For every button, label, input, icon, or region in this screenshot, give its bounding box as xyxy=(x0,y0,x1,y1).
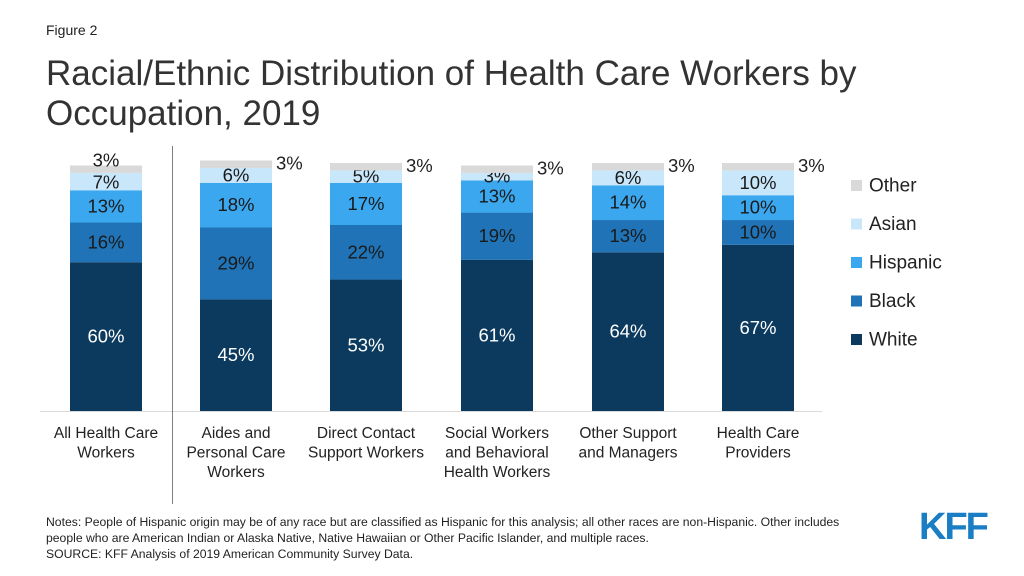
data-label-white: 45% xyxy=(217,344,254,365)
bar-segment-asian xyxy=(70,172,142,191)
legend-swatch-white xyxy=(851,334,862,345)
data-label-other: 3% xyxy=(798,155,825,176)
data-label-black: 10% xyxy=(739,221,776,242)
data-label-hispanic: 13% xyxy=(478,185,515,206)
bar-segment-other xyxy=(722,163,794,171)
bar-segment-other xyxy=(461,165,533,173)
legend-swatch-hispanic xyxy=(851,257,862,268)
x-tick-label: Workers xyxy=(207,464,265,481)
kff-logo: KFF xyxy=(919,506,990,546)
data-label-hispanic: 14% xyxy=(609,192,646,213)
bar-segment-asian xyxy=(330,170,402,183)
legend-swatch-black xyxy=(851,295,862,307)
data-label-other: 3% xyxy=(93,149,120,170)
bar-segment-white xyxy=(461,259,533,411)
legend-label-other: Other xyxy=(869,176,917,197)
notes-block: Notes: People of Hispanic origin may be … xyxy=(46,514,906,562)
x-tick-label: Other Support xyxy=(579,425,677,442)
x-tick-label: Support Workers xyxy=(308,445,424,462)
bar-segment-black xyxy=(70,222,142,263)
bar-segment-other xyxy=(330,163,402,171)
bar-segment-black xyxy=(200,227,272,300)
bar-segment-asian xyxy=(200,167,272,183)
legend-swatch-asian xyxy=(851,218,862,230)
legend-label-white: White xyxy=(869,330,918,351)
x-tick-label: Providers xyxy=(725,445,791,462)
figure-label: Figure 2 xyxy=(46,22,98,38)
source-note: SOURCE: KFF Analysis of 2019 American Co… xyxy=(46,547,414,561)
notes-line-1: Notes: People of Hispanic origin may be … xyxy=(46,515,840,529)
data-label-hispanic: 13% xyxy=(87,195,124,216)
data-label-white: 67% xyxy=(739,317,776,338)
data-label-black: 16% xyxy=(87,231,124,252)
data-label-white: 60% xyxy=(87,326,124,347)
bar-segment-hispanic xyxy=(461,180,533,213)
legend-label-asian: Asian xyxy=(869,214,917,235)
chart-title: Racial/Ethnic Distribution of Health Car… xyxy=(46,54,857,133)
legend-label-hispanic: Hispanic xyxy=(869,253,942,274)
data-label-white: 64% xyxy=(609,321,646,342)
data-label-black: 19% xyxy=(478,225,515,246)
bar-segment-hispanic xyxy=(330,182,402,225)
data-label-black: 29% xyxy=(217,252,254,273)
bar-segment-hispanic xyxy=(200,182,272,228)
legend-swatch-other xyxy=(851,180,862,191)
x-tick-label: and Behavioral xyxy=(445,445,548,462)
legend-label-black: Black xyxy=(869,291,916,312)
bar-segment-hispanic xyxy=(70,190,142,223)
data-label-other: 3% xyxy=(537,157,564,178)
bar-segment-hispanic xyxy=(722,195,794,221)
bar-segment-other xyxy=(592,163,664,171)
data-label-asian: 6% xyxy=(223,164,250,185)
bar-segment-white xyxy=(722,244,794,411)
x-tick-label: Social Workers xyxy=(445,425,549,442)
bar-segment-asian xyxy=(592,170,664,186)
data-label-black: 13% xyxy=(609,225,646,246)
bar-segment-white xyxy=(330,279,402,411)
stacked-bar-chart: 60%16%13%7%3%All Health CareWorkers45%29… xyxy=(40,146,942,504)
bar-segment-hispanic xyxy=(592,185,664,221)
x-tick-label: All Health Care xyxy=(54,425,158,442)
data-label-hispanic: 10% xyxy=(739,197,776,218)
data-label-white: 61% xyxy=(478,324,515,345)
data-label-asian: 10% xyxy=(739,172,776,193)
bar-segment-white xyxy=(592,252,664,411)
data-label-white: 53% xyxy=(347,334,384,355)
data-label-asian: 5% xyxy=(353,166,380,187)
x-tick-label: Health Workers xyxy=(444,464,551,481)
bar-segment-white xyxy=(200,299,272,411)
bar-segment-other xyxy=(70,165,142,173)
data-label-asian: 7% xyxy=(93,172,120,193)
x-tick-label: Health Care xyxy=(717,425,800,442)
x-tick-label: and Managers xyxy=(578,445,677,462)
data-label-other: 3% xyxy=(406,155,433,176)
x-tick-label: Aides and xyxy=(202,425,271,442)
bar-segment-asian xyxy=(722,170,794,196)
data-label-hispanic: 18% xyxy=(217,194,254,215)
bar-segment-black xyxy=(722,220,794,245)
x-tick-label: Workers xyxy=(77,445,135,462)
data-label-other: 3% xyxy=(668,155,695,176)
svg-text:KFF: KFF xyxy=(919,506,988,546)
bar-segment-white xyxy=(70,262,142,411)
bar-segment-asian xyxy=(461,172,533,181)
bar-segment-black xyxy=(330,225,402,280)
bar-segment-black xyxy=(592,220,664,253)
data-label-other: 3% xyxy=(276,153,303,174)
bar-segment-black xyxy=(461,212,533,260)
x-tick-label: Personal Care xyxy=(186,445,285,462)
data-label-hispanic: 17% xyxy=(347,193,384,214)
data-label-black: 22% xyxy=(347,241,384,262)
data-label-asian: 6% xyxy=(615,167,642,188)
x-tick-label: Direct Contact xyxy=(317,425,416,442)
notes-line-2: people who are American Indian or Alaska… xyxy=(46,531,649,545)
bar-segment-other xyxy=(200,160,272,168)
